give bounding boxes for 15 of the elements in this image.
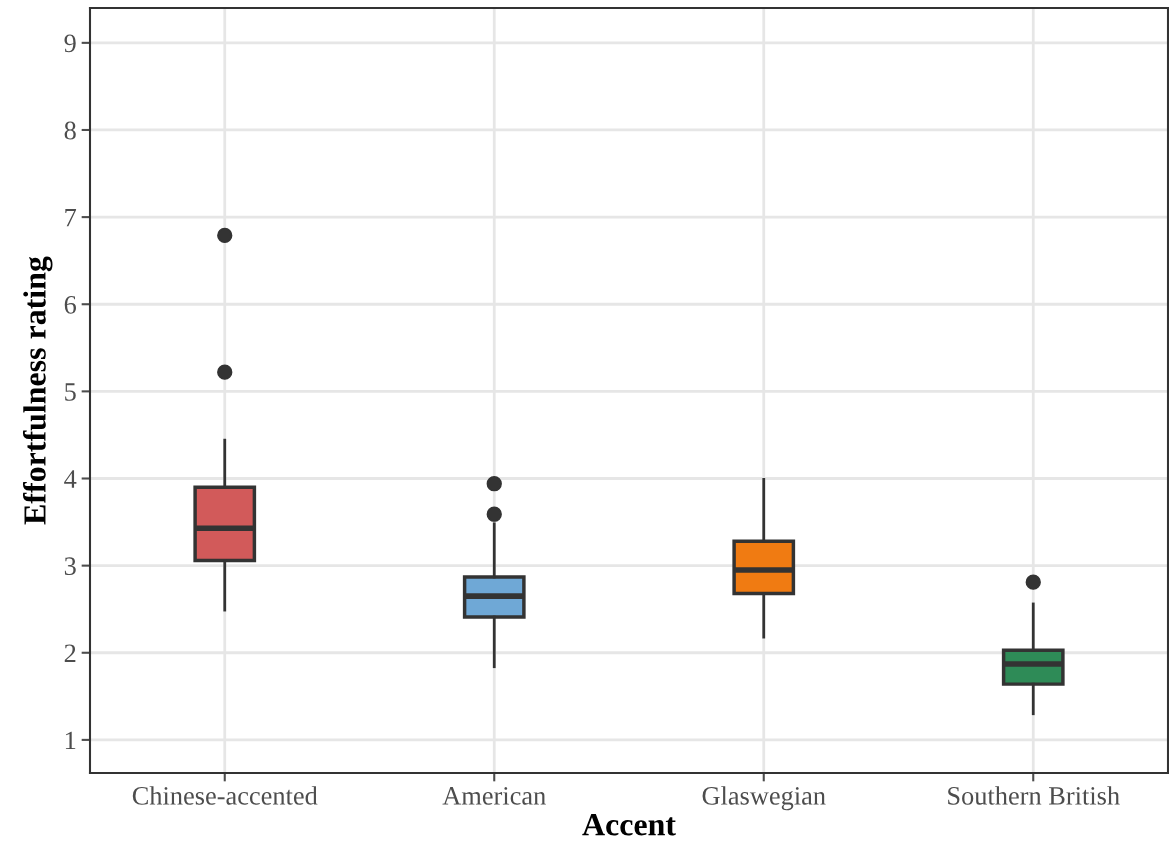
y-tick-label: 8 <box>64 121 76 140</box>
y-tick-label: 4 <box>64 470 77 488</box>
x-tick-label: Southern British <box>948 786 1120 805</box>
y-tick-label: 1 <box>65 731 76 750</box>
x-tick-label: Glaswegian <box>702 786 826 811</box>
y-tick-label: 3 <box>64 557 76 576</box>
y-axis-title: Effortfulness rating <box>22 256 53 525</box>
x-axis-title: Accent <box>582 814 676 836</box>
x-tick-label: Chinese-accented <box>132 786 318 805</box>
y-tick-label: 2 <box>64 644 76 662</box>
y-tick-label: 9 <box>64 34 76 53</box>
y-tick-label: 5 <box>65 383 76 401</box>
y-tick-label: 7 <box>65 208 77 227</box>
y-tick-label: 6 <box>64 295 77 314</box>
x-tick-label: American <box>442 787 546 805</box>
